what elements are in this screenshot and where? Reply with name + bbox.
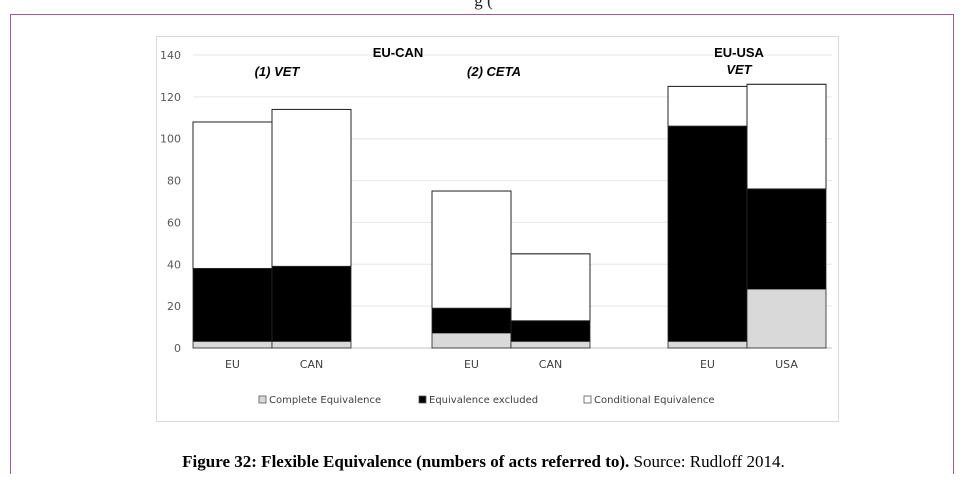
y-tick-label: 60 — [167, 216, 181, 229]
clipped-header-text: g ( — [474, 0, 493, 10]
chart-area: 0 20 40 60 80 100 120 140 EU CAN EU CAN EU USA (1) VET… — [156, 36, 839, 422]
bar-segment — [432, 308, 511, 334]
bar-segment — [746, 83, 827, 190]
bar-segment — [272, 341, 351, 348]
legend-label: Conditional Equivalence — [594, 395, 715, 406]
y-tick-label: 140 — [160, 49, 181, 62]
legend-label: Complete Equivalence — [269, 395, 381, 406]
legend-swatch — [258, 395, 267, 404]
bar-segment — [431, 190, 512, 309]
caption-title: Figure 32: Flexible Equivalence (numbers… — [182, 452, 630, 471]
bar-segment — [192, 121, 273, 269]
caption-source: Source: Rudloff 2014. — [629, 452, 785, 471]
bar-segment — [510, 253, 591, 322]
bar-segment — [747, 289, 826, 348]
bar-segment — [193, 268, 272, 342]
frame-top-rule — [10, 14, 954, 15]
y-tick-label: 40 — [167, 258, 181, 271]
x-category-label: CAN — [300, 358, 323, 371]
bar-segment — [511, 341, 590, 348]
bar-outline — [510, 253, 591, 349]
bar-segment — [271, 108, 352, 267]
bar-outline — [746, 83, 827, 349]
figure-frame — [10, 14, 954, 474]
y-tick-label: 100 — [160, 133, 181, 146]
stacked-bar-chart: 0 20 40 60 80 100 120 140 EU CAN EU CAN EU USA (1) VET… — [160, 45, 832, 406]
x-category-label: EU — [700, 358, 715, 371]
legend-swatch — [583, 395, 592, 404]
bar-segment — [668, 126, 747, 342]
super-group-label: EU-CAN — [373, 45, 424, 60]
group-title: (2) CETA — [467, 64, 521, 79]
y-tick-label: 80 — [167, 175, 181, 188]
group-title: EU-USA — [714, 45, 764, 60]
figure-caption: Figure 32: Flexible Equivalence (numbers… — [0, 452, 967, 472]
x-category-label: EU — [464, 358, 479, 371]
bar-segment — [668, 341, 747, 348]
x-category-label: CAN — [539, 358, 562, 371]
bar-segment — [511, 320, 590, 342]
group-title: (1) VET — [255, 64, 301, 79]
group-title: VET — [726, 62, 752, 77]
bar-outline — [271, 109, 352, 349]
bar-segment — [272, 266, 351, 342]
bar-segment — [193, 341, 272, 348]
legend-label: Equivalence excluded — [429, 395, 538, 406]
bar-segment — [747, 188, 826, 290]
x-category-label: USA — [775, 358, 798, 371]
x-category-label: EU — [225, 358, 240, 371]
bar-segment — [432, 333, 511, 348]
y-tick-label: 0 — [174, 342, 181, 355]
y-tick-label: 20 — [167, 300, 181, 313]
bar-segment — [667, 85, 748, 127]
y-tick-label: 120 — [160, 91, 181, 104]
legend-swatch — [418, 395, 427, 404]
